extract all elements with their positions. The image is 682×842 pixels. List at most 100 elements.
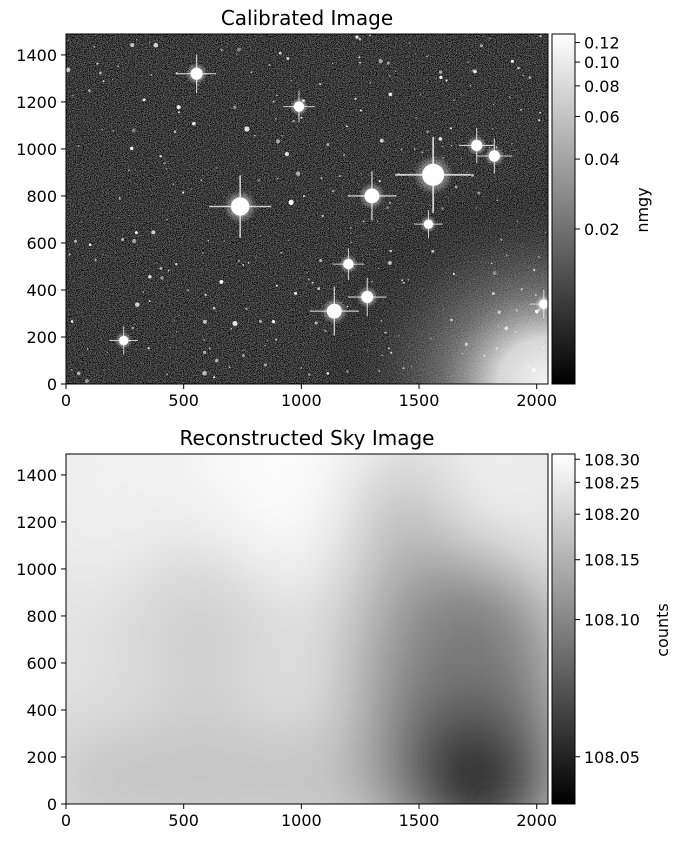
faint-star [278,51,282,55]
faint-star [542,346,545,349]
faint-star [504,326,509,331]
faint-star [148,274,152,279]
colorbar-label: nmgy [633,187,652,232]
faint-star [445,79,448,82]
faint-star [178,314,180,317]
y-tick-label: 1000 [16,560,57,579]
faint-star [201,252,204,254]
faint-star [106,352,108,354]
faint-star [302,195,306,198]
faint-star [242,354,245,357]
faint-star [355,35,359,39]
faint-star [177,111,180,114]
bright-star [283,90,315,123]
faint-star [173,130,177,134]
faint-star [236,53,238,55]
faint-star [426,55,428,58]
faint-star [445,272,447,274]
faint-star [526,365,530,368]
faint-star [159,155,162,158]
faint-star [102,80,105,83]
y-tick-label: 200 [26,328,57,347]
faint-star [389,249,392,253]
faint-star [277,177,279,180]
faint-star [87,348,89,350]
faint-star [360,173,362,175]
faint-star [434,112,436,114]
faint-star [349,232,352,234]
faint-star [319,258,323,263]
faint-star [268,63,271,67]
faint-star [388,201,392,205]
faint-star [212,306,216,310]
faint-star [134,323,136,325]
faint-star [349,305,352,307]
faint-star [441,207,444,210]
bright-star [347,171,397,221]
faint-star [435,78,437,80]
faint-star [117,65,119,68]
faint-star [414,148,416,150]
faint-star [378,58,383,64]
faint-star [532,368,534,370]
colorbar-tick-label: 108.10 [584,611,640,630]
faint-star [169,347,171,349]
faint-star [520,288,523,291]
colorbar-tick-label: 108.30 [584,450,640,469]
faint-star [284,152,289,157]
x-tick-label: 1000 [281,391,322,410]
faint-star [454,185,458,189]
faint-star [460,157,462,159]
faint-star [475,207,478,209]
faint-star [299,278,301,280]
faint-star [70,320,74,323]
faint-star [295,171,301,176]
faint-star [293,291,298,295]
faint-star [464,342,468,346]
colorbar-label: counts [653,603,672,656]
faint-star [331,189,335,193]
faint-star [203,339,205,341]
faint-star [496,199,498,201]
faint-star [394,70,397,72]
faint-star [142,291,145,293]
bright-star [347,277,387,317]
faint-star [491,262,493,265]
faint-star [202,350,207,355]
faint-star [264,345,266,347]
colorbar-tick-label: 108.25 [584,473,640,492]
faint-star [371,280,374,283]
faint-star [402,367,405,370]
faint-star [467,61,470,64]
faint-star [224,240,226,242]
faint-star [450,144,453,147]
faint-star [275,139,281,144]
faint-star [237,259,240,262]
faint-star [539,111,541,114]
faint-star [149,41,151,43]
faint-star [480,44,483,48]
faint-star [215,167,218,169]
faint-star [135,39,138,41]
faint-star [92,56,94,58]
colorbar [551,33,576,385]
plot-frame [65,453,549,805]
faint-star [134,231,138,235]
faint-star [517,66,520,70]
faint-star [130,42,135,48]
faint-star [508,96,511,98]
faint-star [378,180,381,183]
faint-star [66,199,68,201]
faint-star [200,179,203,182]
faint-star [85,362,87,364]
x-tick-label: 1500 [399,811,440,830]
faint-star [507,315,509,317]
faint-star [162,161,166,165]
faint-star [174,262,178,266]
faint-star [230,327,233,330]
faint-star [359,109,362,112]
faint-star [544,231,547,234]
faint-star [350,334,352,336]
faint-star [520,59,522,61]
faint-star [118,217,120,219]
